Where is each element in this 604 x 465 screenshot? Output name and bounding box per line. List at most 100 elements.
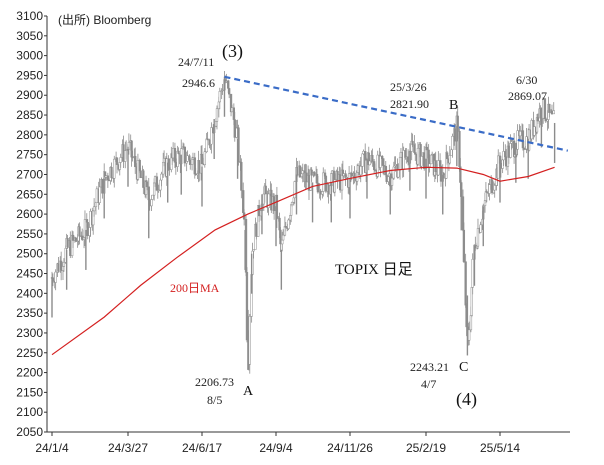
x-tick-label: 24/11/26 bbox=[327, 441, 373, 455]
price-candle bbox=[313, 171, 316, 177]
price-candle bbox=[464, 253, 467, 308]
price-candle bbox=[519, 125, 522, 142]
price-candle bbox=[281, 229, 285, 241]
price-candle bbox=[142, 168, 145, 195]
y-tick-label: 3100 bbox=[16, 9, 43, 23]
high-date: 6/30 bbox=[516, 73, 537, 87]
price-candle bbox=[442, 172, 445, 179]
price-candle bbox=[86, 219, 89, 240]
x-tick-labels: 24/1/4 24/3/27 24/6/17 24/9/4 24/11/26 25/2/1… bbox=[35, 432, 520, 455]
marker-3: (3) bbox=[222, 41, 243, 62]
y-tick-label: 2950 bbox=[16, 68, 43, 82]
price-candle bbox=[327, 182, 330, 204]
price-candle bbox=[160, 171, 163, 187]
y-tick-label: 2500 bbox=[16, 247, 43, 261]
y-tick-label: 2800 bbox=[16, 128, 43, 142]
price-candle bbox=[488, 179, 491, 201]
price-candle bbox=[479, 221, 482, 234]
price-candle bbox=[95, 186, 99, 203]
price-candle bbox=[462, 222, 466, 264]
price-candle bbox=[493, 183, 496, 198]
y-tick-label: 2850 bbox=[16, 108, 43, 122]
y-tick-label: 2900 bbox=[16, 88, 43, 102]
price-candle bbox=[425, 141, 429, 159]
x-tick-label: 24/6/17 bbox=[182, 441, 222, 455]
y-tick-label: 2750 bbox=[16, 148, 43, 162]
price-candle bbox=[497, 149, 500, 179]
price-candle bbox=[428, 154, 431, 173]
x-tick-label: 24/1/4 bbox=[35, 441, 69, 455]
y-tick-label: 2450 bbox=[16, 267, 43, 281]
price-candle bbox=[376, 150, 379, 179]
price-candle bbox=[322, 167, 325, 197]
price-candle bbox=[272, 193, 276, 220]
price-candle bbox=[284, 221, 287, 232]
marker-b: B bbox=[449, 98, 458, 113]
price-candle bbox=[57, 257, 60, 273]
price-candle bbox=[177, 147, 180, 155]
marker-c: C bbox=[459, 360, 468, 375]
price-candle bbox=[101, 178, 104, 199]
price-candle bbox=[333, 173, 336, 197]
price-candle bbox=[151, 194, 154, 201]
peak-b-value: 2821.90 bbox=[390, 97, 429, 111]
y-tick-label: 2700 bbox=[16, 167, 43, 181]
price-candle bbox=[125, 140, 128, 160]
y-tick-label: 2600 bbox=[16, 207, 43, 221]
price-candle bbox=[60, 251, 63, 281]
y-tick-label: 2650 bbox=[16, 187, 43, 201]
low-c-date: 4/7 bbox=[421, 377, 436, 391]
price-candle bbox=[136, 153, 140, 181]
price-candle bbox=[552, 102, 555, 115]
price-candle bbox=[399, 147, 403, 158]
y-tick-label: 2100 bbox=[16, 405, 43, 419]
low-c-value: 2243.21 bbox=[410, 360, 449, 374]
y-tick-label: 2050 bbox=[16, 425, 43, 439]
price-candle bbox=[471, 253, 474, 295]
price-candle bbox=[298, 165, 302, 178]
y-tick-label: 3050 bbox=[16, 29, 43, 43]
marker-4: (4) bbox=[456, 389, 477, 410]
price-candle bbox=[382, 158, 386, 176]
price-candle bbox=[191, 152, 195, 160]
peak-3-value: 2946.6 bbox=[182, 76, 215, 90]
price-candle bbox=[264, 179, 267, 195]
y-tick-label: 2300 bbox=[16, 326, 43, 340]
price-candle bbox=[210, 122, 213, 154]
x-tick-label: 24/9/4 bbox=[259, 441, 293, 455]
price-candle bbox=[183, 146, 187, 167]
peak-3-date: 24/7/11 bbox=[178, 55, 214, 69]
price-candle bbox=[476, 218, 480, 249]
price-candle bbox=[113, 155, 116, 188]
price-candle bbox=[54, 269, 57, 291]
price-candle bbox=[548, 103, 551, 118]
x-tick-label: 24/3/27 bbox=[108, 441, 148, 455]
source-label: (出所) Bloomberg bbox=[58, 13, 151, 27]
price-candle bbox=[157, 184, 160, 193]
price-candle bbox=[293, 180, 296, 204]
price-candle bbox=[248, 313, 251, 374]
price-candle bbox=[228, 87, 231, 99]
price-candle bbox=[78, 222, 81, 245]
price-candle bbox=[522, 140, 525, 158]
price-candle bbox=[456, 106, 459, 139]
price-candle bbox=[240, 158, 243, 199]
y-tick-label: 2250 bbox=[16, 346, 43, 360]
price-candle bbox=[134, 147, 137, 174]
price-candle bbox=[206, 131, 209, 141]
price-candle bbox=[468, 321, 471, 346]
y-tick-labels: 2050 2100 2150 2200 2250 2300 2350 2400 2450 2500… bbox=[16, 9, 47, 439]
price-candle bbox=[200, 145, 204, 165]
y-tick-label: 3000 bbox=[16, 49, 43, 63]
price-candle bbox=[69, 231, 72, 259]
price-candle bbox=[145, 179, 149, 191]
price-candle bbox=[252, 249, 255, 259]
y-tick-label: 2400 bbox=[16, 286, 43, 300]
price-candle bbox=[92, 198, 96, 217]
price-candle bbox=[361, 153, 364, 175]
price-candle bbox=[218, 87, 221, 110]
price-candle bbox=[83, 210, 87, 246]
ma-200-line bbox=[51, 166, 555, 356]
